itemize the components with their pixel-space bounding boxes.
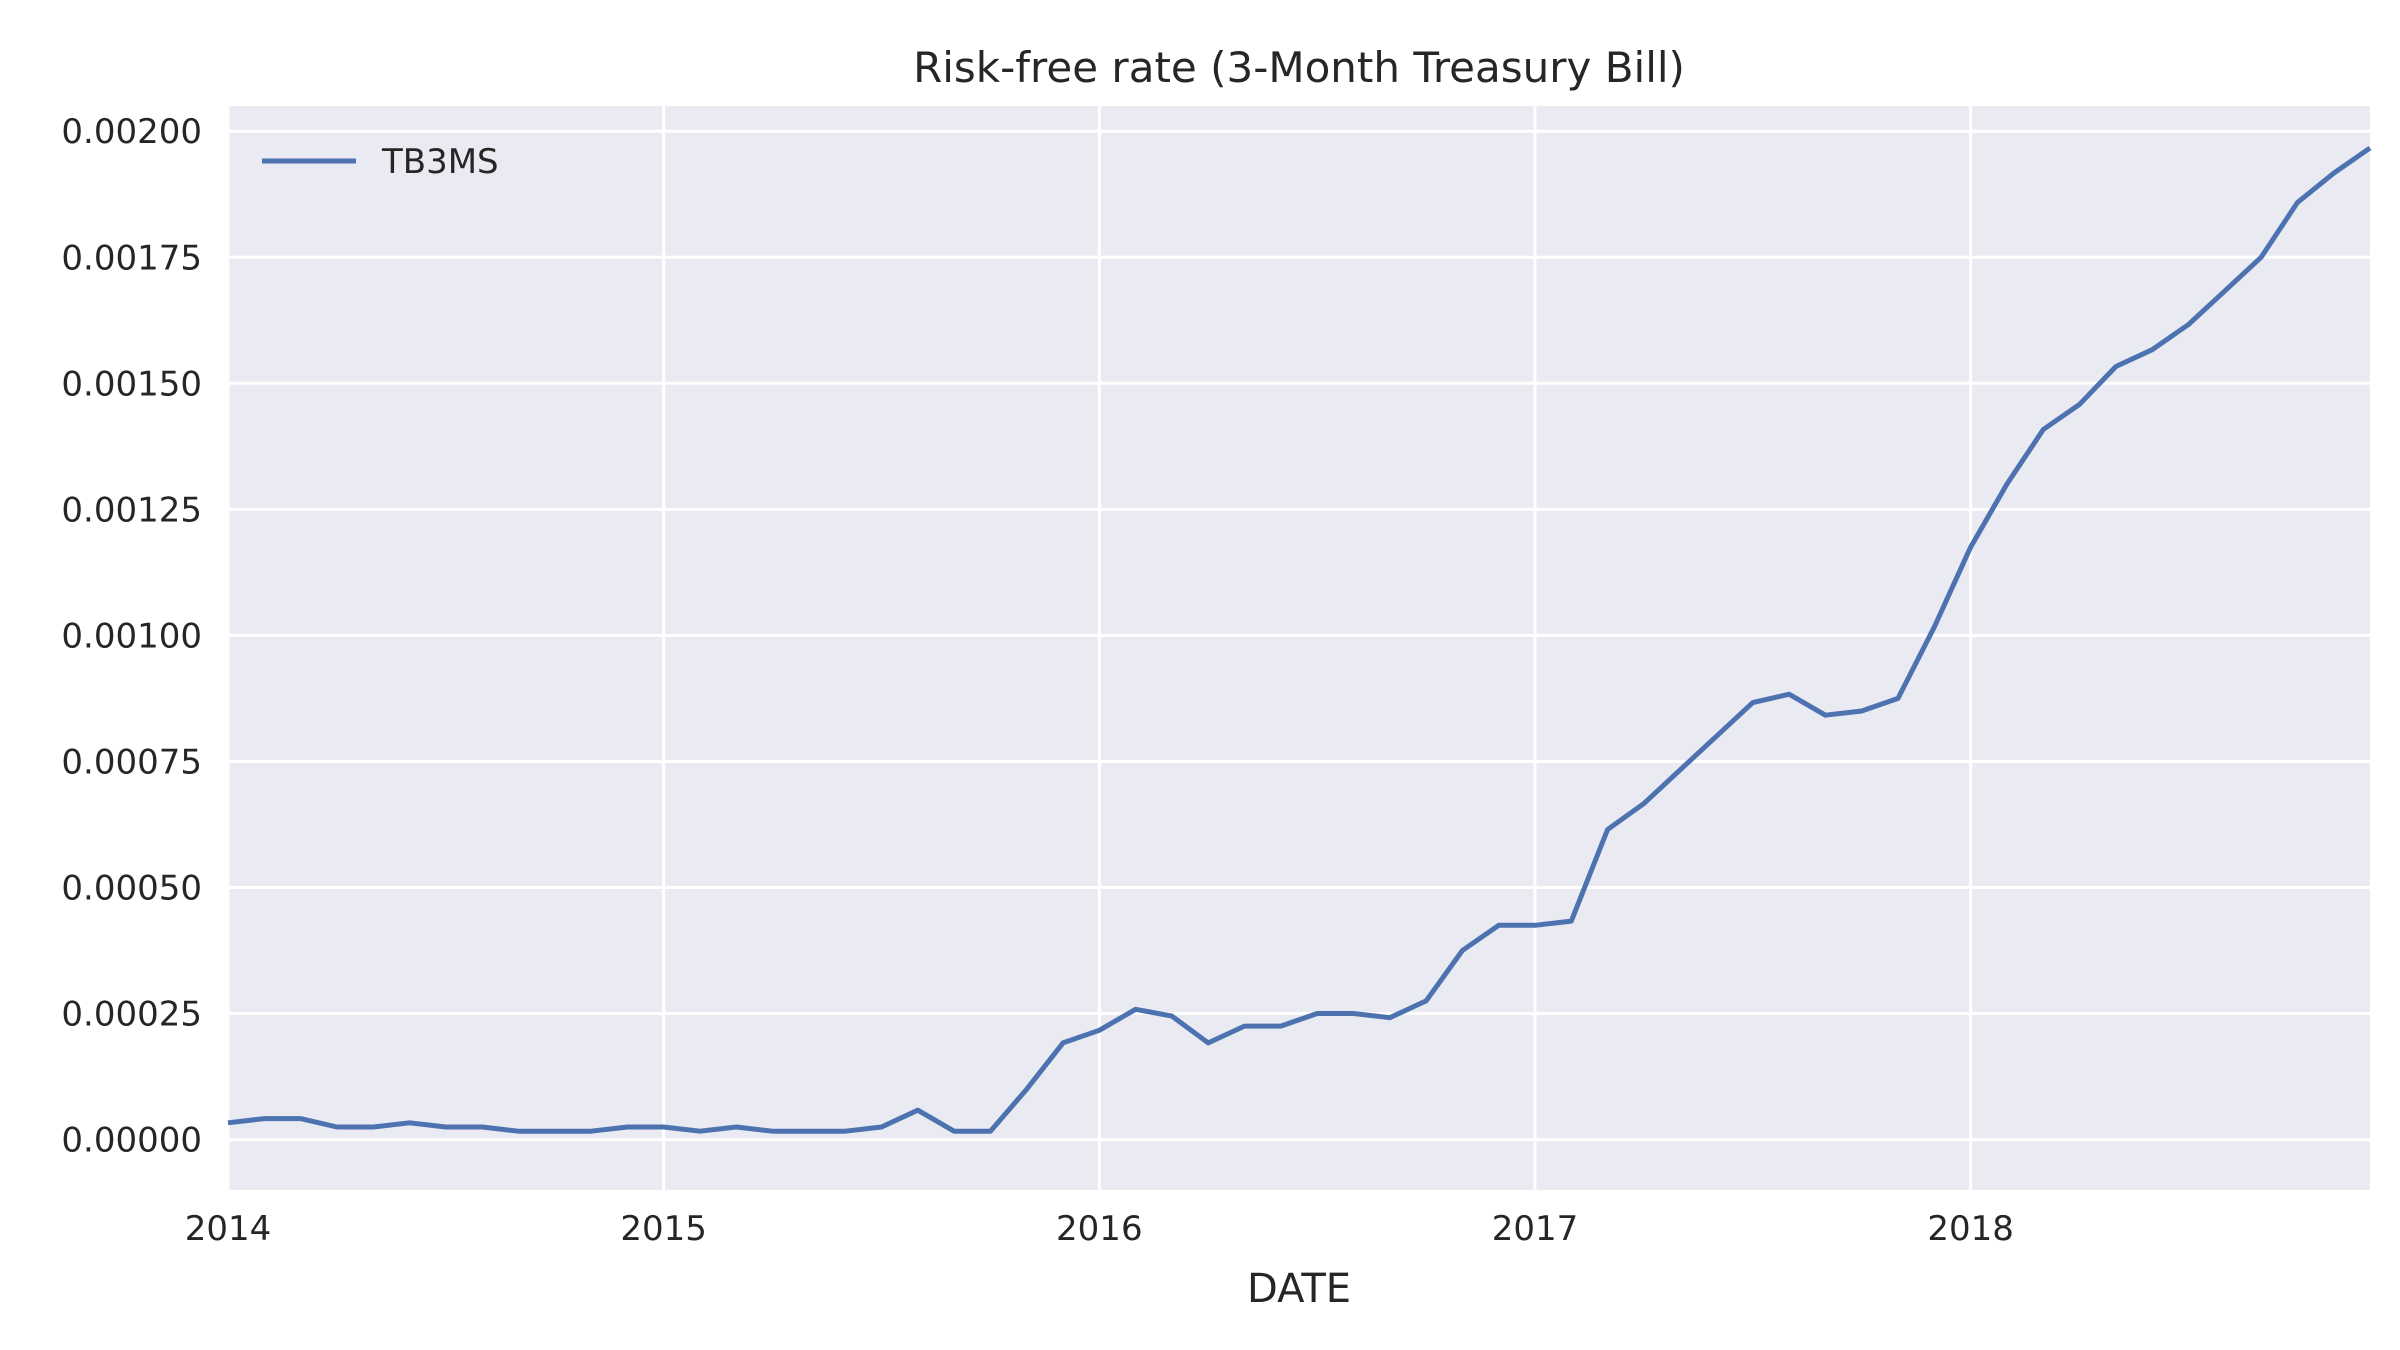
plot-area xyxy=(228,106,2370,1190)
y-tick-label: 0.00050 xyxy=(61,868,202,908)
series-line-tb3ms xyxy=(227,145,2372,1134)
x-tick-label: 2014 xyxy=(185,1209,272,1249)
x-tick-label: 2016 xyxy=(1056,1209,1143,1249)
y-tick-label: 0.00000 xyxy=(61,1121,202,1161)
grid-lines xyxy=(226,106,2370,1190)
y-tick-label: 0.00100 xyxy=(61,616,202,656)
series-lines xyxy=(227,145,2372,1134)
y-tick-label: 0.00025 xyxy=(61,995,202,1035)
x-tick-label: 2015 xyxy=(620,1209,707,1249)
legend-label-tb3ms: TB3MS xyxy=(381,142,499,182)
x-tick-label: 2018 xyxy=(1927,1209,2014,1249)
y-tick-label: 0.00150 xyxy=(61,364,202,404)
tick-labels: 0.00000 0.00025 0.00050 0.00075 0.00100 0.001… xyxy=(61,112,2014,1249)
x-tick-label: 2017 xyxy=(1492,1209,1579,1249)
legend: TB3MS xyxy=(262,142,499,182)
x-axis-label: DATE xyxy=(1247,1266,1351,1312)
y-tick-label: 0.00125 xyxy=(61,490,202,530)
y-tick-label: 0.00075 xyxy=(61,742,202,782)
y-tick-label: 0.00175 xyxy=(61,238,202,278)
chart-title: Risk-free rate (3-Month Treasury Bill) xyxy=(913,43,1685,92)
y-tick-label: 0.00200 xyxy=(61,112,202,152)
